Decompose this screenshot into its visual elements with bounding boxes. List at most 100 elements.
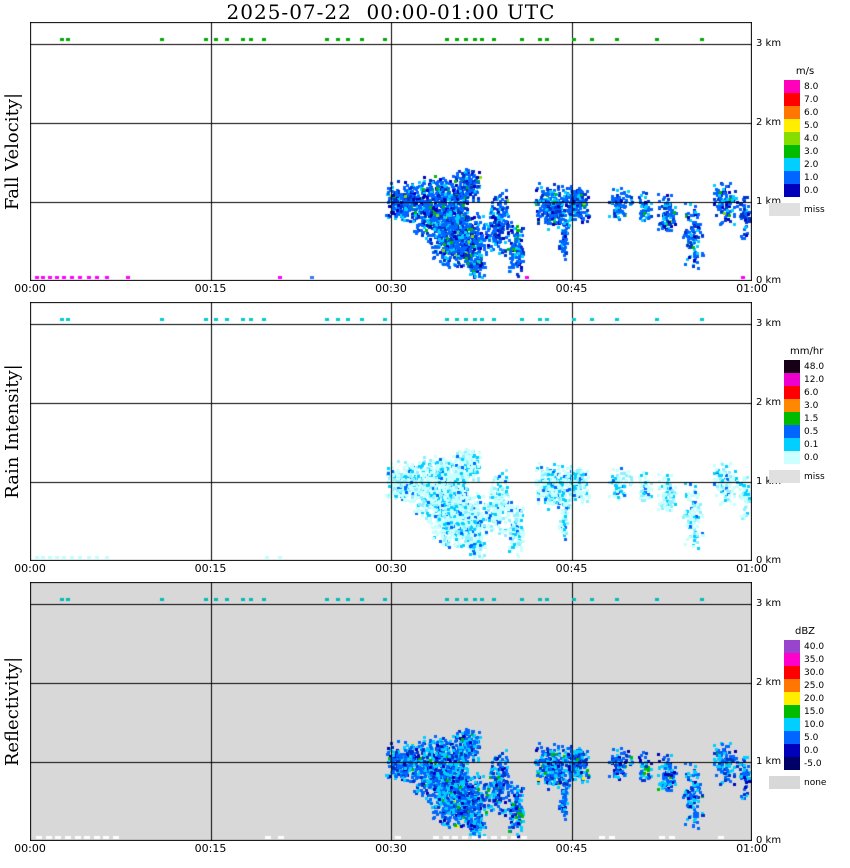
legend-value-label: 6.0 <box>804 388 819 398</box>
legend-swatch <box>784 158 800 171</box>
legend-value-label: 12.0 <box>804 375 825 385</box>
legend-swatch <box>784 145 800 158</box>
legend-swatch <box>784 692 800 705</box>
legend-entry: 10.0 <box>784 718 844 731</box>
legend-missing-entry: miss <box>769 470 844 483</box>
time-axis: 00:00 00:15 00:30 00:45 01:00 <box>0 562 850 576</box>
legend-swatch <box>784 679 800 692</box>
legend-swatches: 40.0 35.0 30.0 25.0 20.0 15.0 10.0 5.0 0.0 -5.0 no… <box>769 640 844 789</box>
legend-entry: 15.0 <box>784 705 844 718</box>
legend-swatch <box>784 80 800 93</box>
legend-swatch <box>784 184 800 197</box>
time-axis: 00:00 00:15 00:30 00:45 01:00 <box>0 842 850 856</box>
legend-swatch <box>784 386 800 399</box>
time-tick-label: 00:45 <box>555 842 588 855</box>
legend-value-label: 8.0 <box>804 82 819 92</box>
legend-missing-label: miss <box>804 472 825 482</box>
legend-missing-swatch <box>769 776 800 789</box>
legend-missing-label: none <box>804 778 827 788</box>
time-tick-label: 00:15 <box>194 282 227 295</box>
legend-value-label: 4.0 <box>804 134 819 144</box>
height-tick-label: 1 km <box>756 476 781 487</box>
legend-unit-label: mm/hr <box>790 346 824 357</box>
legend-swatch <box>784 705 800 718</box>
legend-swatch <box>784 640 800 653</box>
legend-value-label: 35.0 <box>804 655 825 665</box>
legend-swatch <box>784 171 800 184</box>
time-tick-label: 00:15 <box>194 562 227 575</box>
legend-entry: 5.0 <box>784 731 844 744</box>
time-tick-label: 01:00 <box>736 282 768 295</box>
legend-entry: 0.0 <box>784 451 844 464</box>
legend-value-label: 48.0 <box>804 362 825 372</box>
legend-value-label: 5.0 <box>804 733 819 743</box>
legend-entry: -5.0 <box>784 757 844 770</box>
legend-entry: 0.0 <box>784 744 844 757</box>
legend-swatch <box>784 438 800 451</box>
legend-rain-intensity: mm/hr 48.0 12.0 6.0 3.0 1.5 0.5 0.1 0.0 miss <box>769 346 844 483</box>
legend-value-label: 20.0 <box>804 694 825 704</box>
legend-entry: 35.0 <box>784 653 844 666</box>
legend-entry: 5.0 <box>784 119 844 132</box>
legend-swatch <box>784 666 800 679</box>
legend-swatch <box>784 757 800 770</box>
ylabel-fall-velocity: Fall Velocity| <box>2 92 23 211</box>
legend-value-label: 30.0 <box>804 668 825 678</box>
height-tick-label: 0 km <box>756 835 782 846</box>
height-tick-label: 0 km <box>756 275 782 286</box>
time-tick-label: 00:45 <box>555 282 588 295</box>
legend-unit-label: m/s <box>795 66 815 77</box>
legend-swatch <box>784 412 800 425</box>
legend-missing-swatch <box>769 470 800 483</box>
legend-swatches: 8.0 7.0 6.0 5.0 4.0 3.0 2.0 1.0 0.0 miss <box>769 80 844 216</box>
legend-value-label: 1.5 <box>804 414 819 424</box>
legend-unit-label: dBZ <box>794 626 816 637</box>
legend-entry: 4.0 <box>784 132 844 145</box>
legend-value-label: 2.0 <box>804 160 819 170</box>
height-tick-label: 3 km <box>756 318 782 329</box>
legend-value-label: 0.0 <box>804 453 819 463</box>
legend-value-label: 3.0 <box>804 401 819 411</box>
legend-swatch <box>784 451 800 464</box>
legend-value-label: 7.0 <box>804 95 819 105</box>
legend-entry: 0.1 <box>784 438 844 451</box>
legend-entry: 12.0 <box>784 373 844 386</box>
legend-swatch <box>784 373 800 386</box>
legend-value-label: 15.0 <box>804 707 825 717</box>
legend-value-label: -5.0 <box>804 759 822 769</box>
panel-fall-velocity: Fall Velocity| 3 km 2 km 1 km 0 km 00:00 00:… <box>0 22 850 295</box>
time-tick-label: 00:45 <box>555 562 588 575</box>
height-tick-label: 2 km <box>756 677 782 688</box>
legend-missing-label: miss <box>804 205 825 215</box>
legend-swatch <box>784 132 800 145</box>
time-tick-label: 00:30 <box>375 282 407 295</box>
time-tick-label: 00:30 <box>375 842 407 855</box>
heatmap-fall-velocity <box>30 22 752 281</box>
chart-title: 2025-07-22 00:00-01:00 UTC <box>226 0 556 24</box>
legend-value-label: 0.1 <box>804 440 819 450</box>
height-axis: 3 km 2 km 1 km 0 km <box>756 302 816 566</box>
time-tick-label: 00:30 <box>375 562 407 575</box>
time-axis: 00:00 00:15 00:30 00:45 01:00 <box>0 282 850 296</box>
legend-entry: 20.0 <box>784 692 844 705</box>
legend-value-label: 40.0 <box>804 642 825 652</box>
legend-value-label: 1.0 <box>804 173 819 183</box>
height-tick-label: 3 km <box>756 598 782 609</box>
legend-entry: 0.5 <box>784 425 844 438</box>
panel-rain-intensity: Rain Intensity| 3 km2 km1 km0 km 00:0000… <box>0 302 850 575</box>
time-tick-label: 00:00 <box>14 282 46 295</box>
legend-value-label: 6.0 <box>804 108 819 118</box>
legend-entry: 6.0 <box>784 106 844 119</box>
legend-value-label: 25.0 <box>804 681 825 691</box>
legend-swatch <box>784 425 800 438</box>
legend-swatch <box>784 731 800 744</box>
legend-missing-entry: none <box>769 776 844 789</box>
legend-value-label: 5.0 <box>804 121 819 131</box>
legend-swatch <box>784 718 800 731</box>
legend-swatch <box>784 399 800 412</box>
legend-value-label: 3.0 <box>804 147 819 157</box>
heatmap-rain-intensity <box>30 302 752 561</box>
legend-entry: 7.0 <box>784 93 844 106</box>
legend-value-label: 0.0 <box>804 186 819 196</box>
height-tick-label: 2 km <box>756 117 782 128</box>
